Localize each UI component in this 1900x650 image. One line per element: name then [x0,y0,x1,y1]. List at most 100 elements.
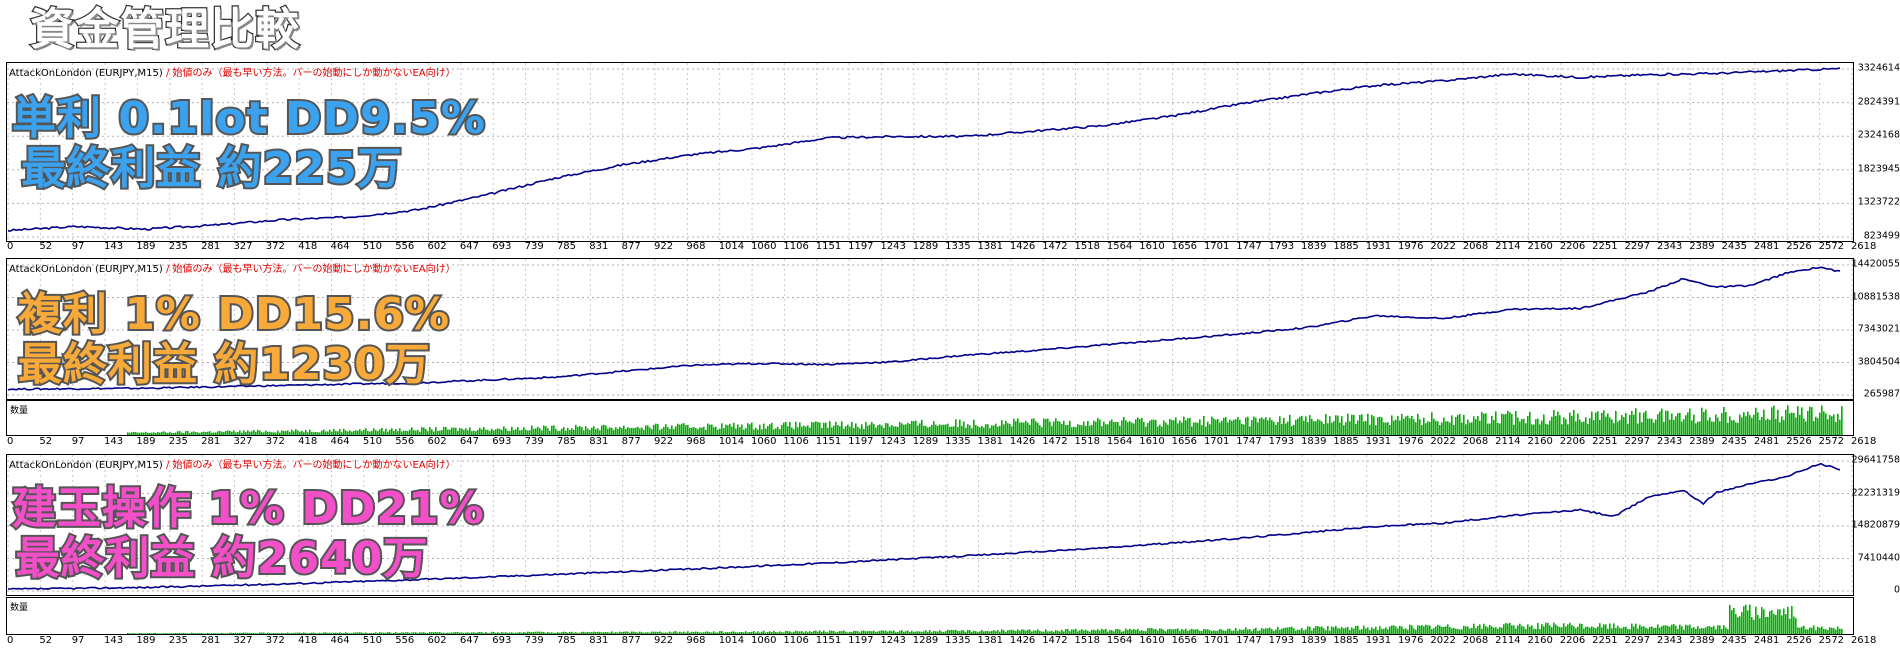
volume-bar [613,632,615,634]
volume-bar [143,432,145,435]
volume-bar [335,431,337,435]
volume-bar [1417,625,1419,634]
volume-bar [1289,627,1291,634]
volume-bar [1203,629,1205,634]
volume-bar [159,432,161,435]
volume-bar [1755,606,1757,634]
volume-bar [1471,422,1473,435]
volume-bar [131,432,133,435]
volume-bar [881,630,883,634]
x-tick-label: 556 [395,436,415,447]
volume-bar [1625,412,1627,435]
volume-bar [629,428,631,435]
volume-bar [1049,421,1051,435]
volume-bar [1135,629,1137,634]
volume-bar [871,631,873,634]
y-tick-label: 2324168 [1857,129,1900,141]
volume-bar [863,630,865,634]
volume-bar [1011,426,1013,435]
volume-bar [297,430,299,435]
volume-bar [127,432,129,435]
volume-bar [459,428,461,435]
volume-bar [1489,624,1491,634]
volume-bar [1047,631,1049,634]
x-tick-label: 97 [71,436,85,447]
volume-bar [1623,417,1625,435]
volume-bar [337,632,339,634]
volume-bar [953,426,955,435]
volume-bar [583,430,585,435]
volume-bar [275,432,277,435]
volume-bar [1513,424,1515,435]
volume-bar [1491,415,1493,435]
volume-bar [211,432,213,435]
x-tick-label: 922 [654,241,674,252]
volume-bar [563,427,565,435]
volume-bar [1531,625,1533,634]
volume-bar [679,424,681,435]
x-tick-label: 2114 [1495,436,1521,447]
volume-bar [873,630,875,634]
volume-bar [475,632,477,634]
volume-bar [955,629,957,634]
x-tick-label: 1839 [1301,241,1327,252]
x-tick-label: 510 [362,241,382,252]
volume-bar [195,432,197,435]
volume-bar [737,632,739,634]
volume-bar [579,632,581,634]
volume-bar [489,431,491,435]
volume-bar [391,633,393,634]
volume-bar [1737,617,1739,634]
volume-bar [1475,628,1477,634]
volume-bar [1833,414,1835,435]
model-warning: / 始値のみ（最も早い方法。バーの始動にしか動かないEA向け） [162,68,456,79]
volume-bar [1429,421,1431,435]
volume-bar [1451,415,1453,435]
volume-bar [1739,414,1741,435]
x-tick-label: 52 [39,241,53,252]
volume-bar [993,630,995,634]
volume-bar [1631,623,1633,634]
volume-bar [1293,424,1295,435]
volume-bar [761,429,763,435]
volume-bar [1351,414,1353,435]
volume-bar [977,632,979,634]
x-tick-label: 281 [201,635,221,646]
volume-bar [729,632,731,634]
volume-bar [1465,626,1467,634]
volume-bar [1099,419,1101,435]
volume-bar [913,421,915,435]
volume-bar [345,430,347,435]
volume-bar [179,431,181,435]
volume-bar [1677,413,1679,435]
volume-bar [1469,422,1471,435]
volume-bar [1097,418,1099,435]
volume-bar [1207,629,1209,634]
volume-bar [1759,419,1761,435]
volume-bar [799,422,801,435]
volume-bar [1779,422,1781,435]
volume-bar [969,630,971,634]
volume-bar [595,429,597,435]
volume-bar [785,630,787,634]
volume-bar [1121,631,1123,634]
volume-bar [597,631,599,634]
volume-bar [1427,625,1429,634]
volume-bar [1733,607,1735,634]
volume-bar [643,429,645,435]
x-tick-label: 1151 [815,436,842,447]
volume-bar [795,421,797,435]
volume-bar [147,633,149,634]
volume-bar [547,631,549,634]
volume-bar [299,431,301,435]
volume-bar [1385,627,1387,634]
volume-bar [1307,422,1309,435]
volume-bar [1327,423,1329,435]
x-tick-label: 2389 [1689,241,1715,252]
volume-bar [1137,417,1139,435]
volume-bar [1029,424,1031,435]
volume-bar [927,427,929,435]
volume-bar [481,632,483,634]
x-tick-label: 1197 [848,241,874,252]
volume-bar [1131,629,1133,634]
